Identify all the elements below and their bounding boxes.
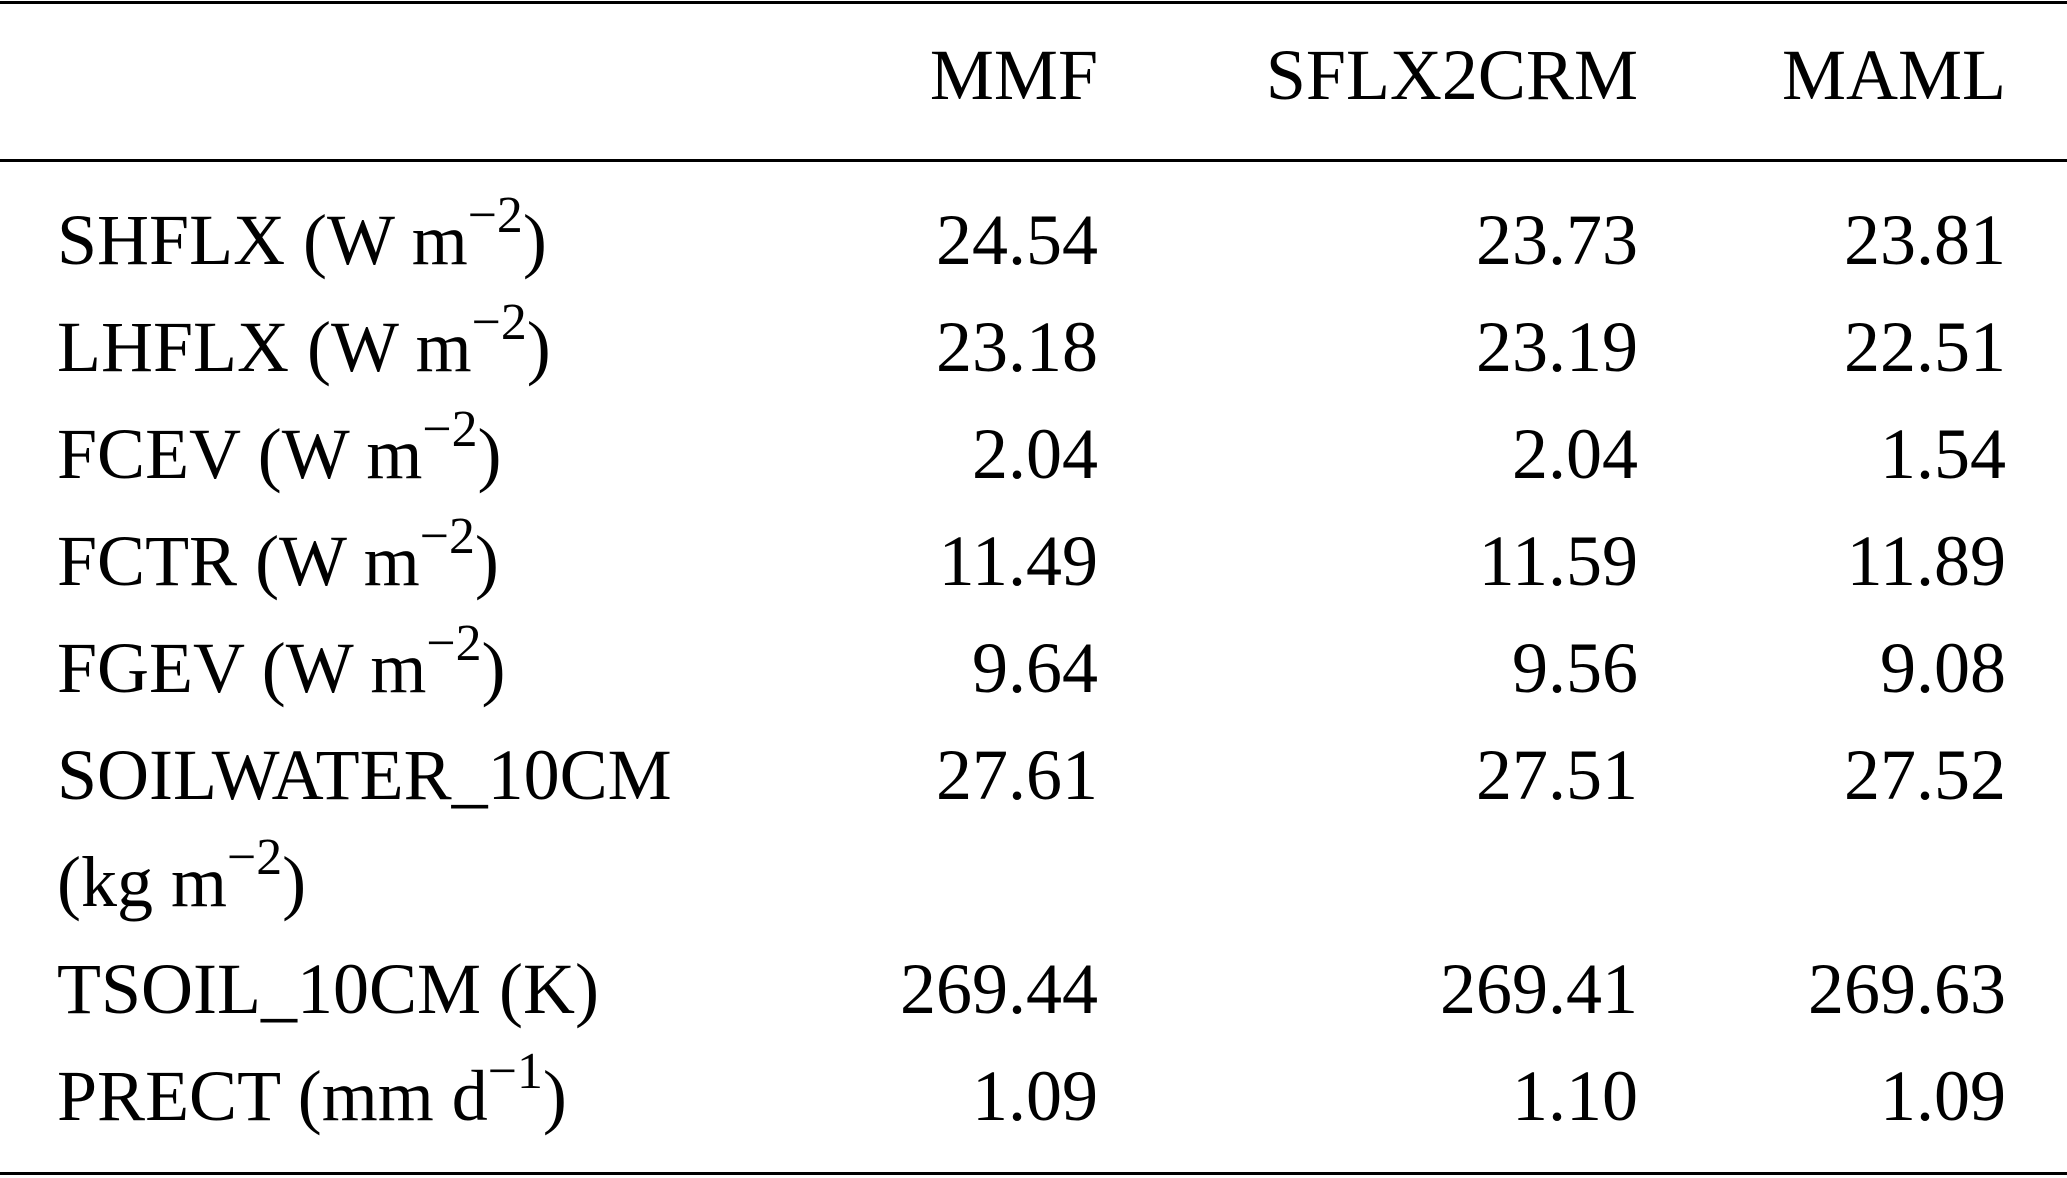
row-label: FCEV (W m−2)	[0, 401, 780, 508]
row-label: LHFLX (W m−2)	[0, 294, 780, 401]
label-exponent: −2	[419, 507, 475, 565]
label-exponent: −2	[467, 186, 523, 244]
table-row: PRECT (mm d−1) 1.09 1.10 1.09	[0, 1043, 2006, 1150]
row-label: TSOIL_10CM (K)	[0, 936, 780, 1043]
label-exponent: −2	[226, 828, 283, 886]
row-label: PRECT (mm d−1)	[0, 1043, 780, 1150]
label-close: )	[542, 1056, 567, 1136]
table-row: FCTR (W m−2) 11.49 11.59 11.89	[0, 508, 2006, 615]
value-cell: 23.18	[936, 307, 1098, 387]
row-label: SOILWATER_10CM (kg m−2)	[0, 722, 780, 936]
value-cell: 9.56	[1512, 628, 1638, 708]
label-text: SOILWATER_10CM (kg m	[57, 735, 672, 922]
label-exponent: −2	[422, 400, 478, 458]
table-row: FCEV (W m−2) 2.04 2.04 1.54	[0, 401, 2006, 508]
value-cell: 1.09	[1880, 1056, 2006, 1136]
label-text: PRECT (mm d	[57, 1056, 488, 1136]
value-cell: 11.59	[1478, 521, 1638, 601]
column-header: MAML	[1781, 35, 2006, 115]
value-cell: 269.41	[1440, 949, 1638, 1029]
value-cell: 24.54	[936, 200, 1098, 280]
label-close: )	[526, 307, 551, 387]
label-text: SHFLX (W m	[57, 200, 468, 280]
value-cell: 27.61	[936, 735, 1098, 815]
label-text: LHFLX (W m	[57, 307, 472, 387]
label-text: FGEV (W m	[57, 628, 427, 708]
table-row: LHFLX (W m−2) 23.18 23.19 22.51	[0, 294, 2006, 401]
value-cell: 2.04	[1512, 414, 1638, 494]
value-cell: 23.19	[1476, 307, 1638, 387]
mid-rule	[0, 159, 2067, 162]
value-cell: 11.49	[938, 521, 1098, 601]
label-close: )	[522, 200, 547, 280]
label-close: )	[282, 842, 307, 922]
value-cell: 2.04	[972, 414, 1098, 494]
header-row: MMF SFLX2CRM MAML	[0, 22, 2006, 129]
label-exponent: −2	[426, 614, 482, 672]
value-cell: 9.08	[1880, 628, 2006, 708]
row-label: FCTR (W m−2)	[0, 508, 780, 615]
label-text: TSOIL_10CM (K)	[57, 949, 599, 1029]
value-cell: 11.89	[1846, 521, 2006, 601]
table-row: SOILWATER_10CM (kg m−2) 27.61 27.51 27.52	[0, 722, 2006, 936]
value-cell: 23.81	[1844, 200, 2006, 280]
label-text: FCEV (W m	[57, 414, 423, 494]
value-cell: 1.54	[1880, 414, 2006, 494]
row-label: SHFLX (W m−2)	[0, 187, 780, 294]
value-cell: 269.44	[900, 949, 1098, 1029]
column-header: SFLX2CRM	[1265, 35, 1638, 115]
table-row: FGEV (W m−2) 9.64 9.56 9.08	[0, 615, 2006, 722]
table-body: SHFLX (W m−2) 24.54 23.73 23.81 LHFLX (W m−2…	[0, 187, 2006, 1150]
table-row: SHFLX (W m−2) 24.54 23.73 23.81	[0, 187, 2006, 294]
value-cell: 269.63	[1808, 949, 2006, 1029]
label-close: )	[477, 414, 502, 494]
value-cell: 23.73	[1476, 200, 1638, 280]
column-header: MMF	[929, 35, 1098, 115]
bottom-rule	[0, 1172, 2067, 1175]
label-text: FCTR (W m	[57, 521, 420, 601]
value-cell: 1.09	[972, 1056, 1098, 1136]
row-label: FGEV (W m−2)	[0, 615, 780, 722]
label-exponent: −1	[487, 1042, 543, 1100]
value-cell: 1.10	[1512, 1056, 1638, 1136]
label-close: )	[474, 521, 499, 601]
table-row: TSOIL_10CM (K) 269.44 269.41 269.63	[0, 936, 2006, 1043]
label-close: )	[481, 628, 506, 708]
label-exponent: −2	[471, 293, 527, 351]
value-cell: 22.51	[1844, 307, 2006, 387]
value-cell: 9.64	[972, 628, 1098, 708]
top-rule	[0, 1, 2067, 4]
value-cell: 27.51	[1476, 735, 1638, 815]
value-cell: 27.52	[1844, 735, 2006, 815]
